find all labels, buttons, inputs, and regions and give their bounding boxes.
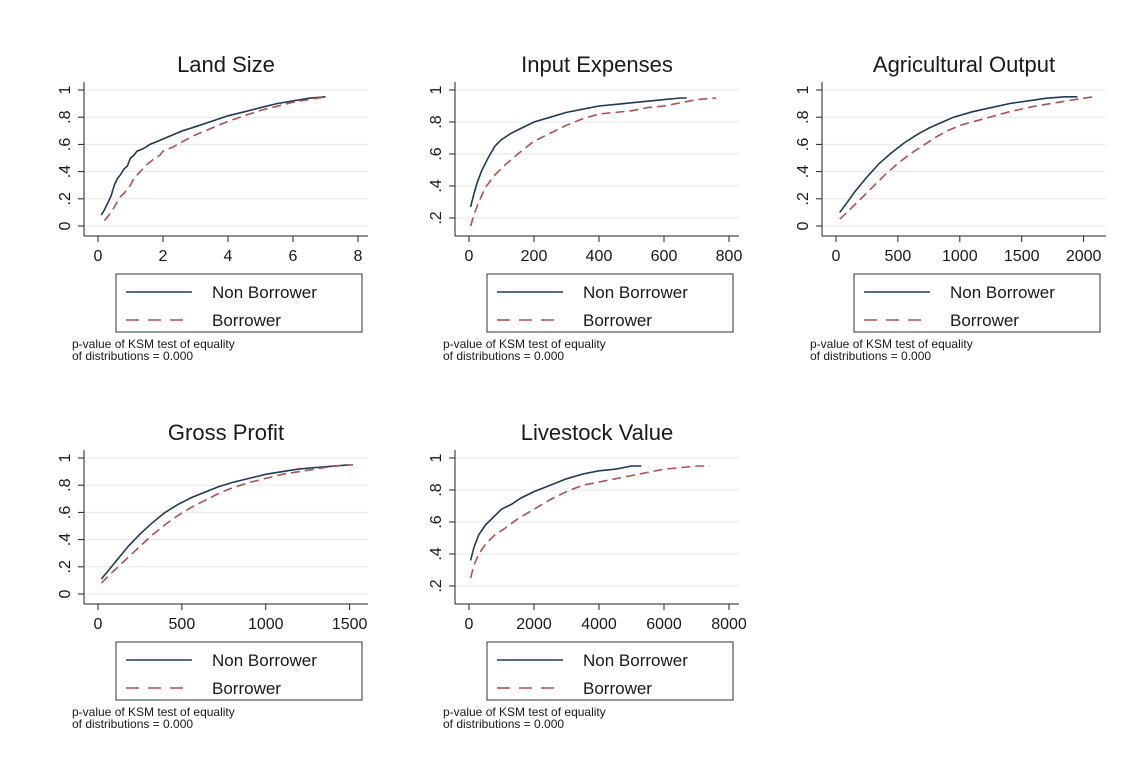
- y-tick-label: .8: [795, 110, 812, 123]
- series-line-borrower: [100, 464, 354, 584]
- x-tick-label: 800: [716, 248, 743, 265]
- x-tick-label: 0: [94, 248, 103, 265]
- chart-panel: Livestock Value .2 .4 .6 .8 1 0 2000 4000 6000 800…: [428, 420, 747, 731]
- ksm-note-line2: of distributions = 0.000: [810, 349, 931, 363]
- chart-title: Input Expenses: [521, 52, 673, 77]
- ksm-note-line1: p-value of KSM test of equality: [443, 337, 606, 351]
- y-tick-label: 0: [57, 221, 74, 230]
- y-tick-label: 1: [428, 85, 445, 94]
- legend-label: Borrower: [583, 679, 652, 698]
- legend-label: Borrower: [212, 679, 281, 698]
- x-tick-label: 8: [354, 248, 363, 265]
- x-tick-label: 1500: [1004, 248, 1040, 265]
- x-tick-label: 4000: [581, 616, 617, 633]
- series-line-non-borrower: [839, 96, 1078, 213]
- legend-label: Non Borrower: [212, 651, 317, 670]
- x-tick-label: 6: [289, 248, 298, 265]
- x-tick-label: 400: [586, 248, 613, 265]
- legend-label: Non Borrower: [583, 283, 688, 302]
- y-tick-label: 0: [795, 221, 812, 230]
- y-tick-label: .6: [57, 506, 74, 519]
- legend-box: [115, 273, 363, 333]
- chart-panel: Input Expenses .2 .4 .6 .8 1 0 200 400 600 800 Non …: [428, 52, 742, 363]
- y-tick-label: .4: [428, 547, 445, 560]
- legend-label: Non Borrower: [950, 283, 1055, 302]
- x-tick-label: 8000: [711, 616, 747, 633]
- legend-box: [486, 273, 734, 333]
- y-tick-label: .4: [57, 533, 74, 546]
- y-tick-label: .4: [57, 165, 74, 178]
- y-tick-label: .2: [57, 560, 74, 573]
- y-tick-label: .4: [795, 165, 812, 178]
- y-tick-label: .6: [57, 138, 74, 151]
- series-line-non-borrower: [100, 464, 350, 580]
- y-tick-label: .8: [428, 483, 445, 496]
- y-tick-label: 1: [57, 453, 74, 462]
- chart-title: Livestock Value: [521, 420, 673, 445]
- y-tick-label: .4: [428, 179, 445, 192]
- chart-title: Gross Profit: [168, 420, 284, 445]
- x-tick-label: 1000: [942, 248, 978, 265]
- series-line-non-borrower: [469, 465, 642, 561]
- legend-label: Non Borrower: [212, 283, 317, 302]
- ksm-note-line1: p-value of KSM test of equality: [72, 705, 235, 719]
- x-tick-label: 1000: [248, 616, 284, 633]
- ksm-note-line2: of distributions = 0.000: [72, 349, 193, 363]
- y-tick-label: .8: [428, 115, 445, 128]
- y-tick-label: .2: [57, 192, 74, 205]
- chart-title: Land Size: [177, 52, 275, 77]
- chart-panel: Gross Profit 0 .2 .4 .6 .8 1 0 500 1000 1500 Non Bo…: [57, 420, 368, 731]
- ksm-note-line1: p-value of KSM test of equality: [443, 705, 606, 719]
- x-tick-label: 0: [94, 616, 103, 633]
- series-line-borrower: [103, 96, 326, 222]
- series-line-borrower: [469, 465, 710, 579]
- x-tick-label: 500: [885, 248, 912, 265]
- x-tick-label: 1500: [332, 616, 368, 633]
- x-tick-label: 2000: [1066, 248, 1102, 265]
- y-tick-label: .8: [57, 478, 74, 491]
- x-tick-label: 4: [224, 248, 233, 265]
- ksm-note-line2: of distributions = 0.000: [72, 717, 193, 731]
- x-tick-label: 2: [159, 248, 168, 265]
- x-tick-label: 0: [832, 248, 841, 265]
- chart-panel: Land Size 0 .2 .4 .6 .8 1 0 2 4 6 8 Non Borrower Borr…: [57, 52, 368, 363]
- legend-label: Borrower: [950, 311, 1019, 330]
- y-tick-label: .2: [428, 211, 445, 224]
- legend-box: [853, 273, 1101, 333]
- chart-title: Agricultural Output: [873, 52, 1055, 77]
- x-tick-label: 0: [465, 616, 474, 633]
- legend-label: Borrower: [583, 311, 652, 330]
- legend-box: [486, 641, 734, 701]
- x-tick-label: 500: [169, 616, 196, 633]
- chart-panel: Agricultural Output 0 .2 .4 .6 .8 1 0 500 1000 150…: [795, 52, 1106, 363]
- y-tick-label: .2: [428, 579, 445, 592]
- y-tick-label: .2: [795, 192, 812, 205]
- series-line-borrower: [469, 97, 717, 227]
- series-line-non-borrower: [469, 97, 687, 207]
- ksm-note-line1: p-value of KSM test of equality: [810, 337, 973, 351]
- ksm-note-line2: of distributions = 0.000: [443, 717, 564, 731]
- legend-box: [115, 641, 363, 701]
- ksm-note-line2: of distributions = 0.000: [443, 349, 564, 363]
- y-tick-label: 0: [57, 589, 74, 598]
- y-tick-label: .6: [795, 138, 812, 151]
- x-tick-label: 6000: [646, 616, 682, 633]
- y-tick-label: 1: [428, 453, 445, 462]
- legend-label: Non Borrower: [583, 651, 688, 670]
- series-line-borrower: [839, 96, 1094, 220]
- x-tick-label: 600: [651, 248, 678, 265]
- x-tick-label: 2000: [516, 616, 552, 633]
- y-tick-label: 1: [57, 85, 74, 94]
- x-tick-label: 0: [465, 248, 474, 265]
- legend-label: Borrower: [212, 311, 281, 330]
- y-tick-label: .6: [428, 147, 445, 160]
- y-tick-label: 1: [795, 85, 812, 94]
- y-tick-label: .8: [57, 110, 74, 123]
- y-tick-label: .6: [428, 515, 445, 528]
- ksm-note-line1: p-value of KSM test of equality: [72, 337, 235, 351]
- x-tick-label: 200: [521, 248, 548, 265]
- series-line-non-borrower: [100, 96, 326, 216]
